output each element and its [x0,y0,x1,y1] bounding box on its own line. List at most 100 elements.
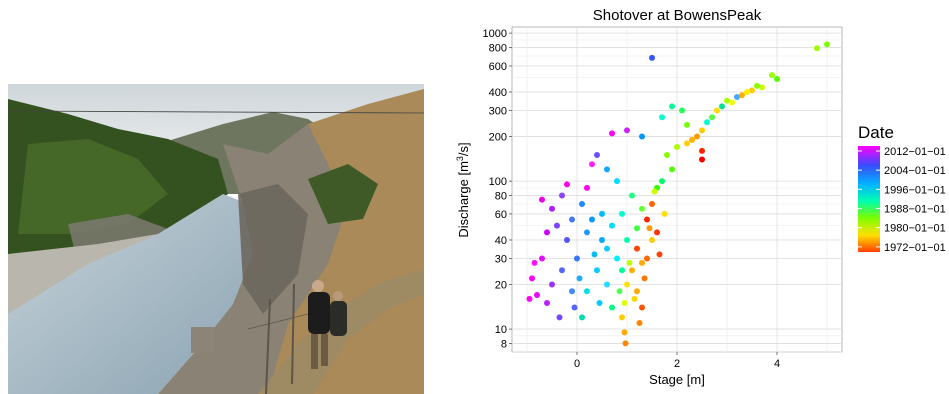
data-point [729,99,735,106]
data-point [576,275,583,282]
data-point [609,130,615,137]
data-point [626,259,633,266]
y-tick-label: 30 [495,253,507,265]
data-point [554,222,560,229]
data-point [659,178,665,185]
data-point [584,184,590,191]
data-point [564,181,570,188]
data-point [639,304,645,311]
data-point [604,245,610,252]
photo-wire [8,110,424,114]
data-point [574,255,580,262]
photo-sign-box [191,327,215,353]
data-point [659,114,665,121]
chart-title: Shotover at BowensPeak [593,7,762,24]
data-point [641,275,648,282]
data-point [609,304,615,311]
data-point [556,314,563,321]
data-point [636,319,643,326]
photo-right-grass [268,89,424,394]
y-tick-label: 20 [495,280,507,292]
y-axis-ticks: 8 10 20 30 40 60 80 100 200 300 400 600 800 1000 [483,28,512,350]
y-tick-label: 200 [489,132,507,144]
data-point [599,236,605,243]
data-point [539,255,545,262]
data-point [651,188,658,195]
photo-cliff-shadow [238,184,308,314]
data-point [594,267,600,274]
data-point [699,147,705,154]
data-point [549,205,555,212]
legend-tick-label: 1988−01−01 [884,204,946,216]
data-point [614,178,620,185]
y-axis-label: Discharge [m3/s] [455,142,471,237]
data-point [774,75,780,82]
data-point [591,251,598,258]
y-tick-label: 60 [495,209,507,221]
data-point [739,92,745,99]
data-point [564,236,570,243]
photo-fence [247,283,309,394]
data-point [694,133,700,140]
data-point [724,97,730,104]
legend-tick-label: 1980−01−01 [884,223,946,235]
data-point [531,259,538,266]
data-point [689,136,695,143]
data-point [654,229,660,236]
river-gorge-photo [8,84,424,394]
data-point [616,288,623,295]
data-point [569,216,575,223]
y-tick-label: 1000 [483,28,507,40]
data-point [589,216,595,223]
data-point [526,295,533,302]
data-point [621,329,628,336]
x-tick-label: 2 [674,358,680,370]
x-tick-label: 4 [774,358,780,370]
y-tick-label: 80 [495,190,507,202]
legend-ticks: 2012−01−01 2004−01−01 1996−01−01 1988−01−01… [858,146,946,254]
data-point [709,114,715,121]
y-tick-label: 800 [489,42,507,54]
data-point [754,82,760,89]
data-point [629,192,635,199]
data-point [604,281,610,288]
data-point [619,314,625,321]
legend-tick-label: 1996−01−01 [884,184,946,196]
legend-title: Date [858,123,894,142]
data-point [639,133,645,140]
legend-tick-label: 2004−01−01 [884,165,946,177]
data-point [529,275,535,282]
data-point [579,314,585,321]
photo-gravel-bank [8,234,158,314]
x-axis-label: Stage [m] [649,372,705,387]
data-point [644,255,650,262]
y-tick-label: 600 [489,61,507,73]
data-point [669,166,675,173]
data-point [744,89,750,96]
data-point [639,259,645,266]
y-tick-label: 8 [501,338,507,350]
y-tick-label: 400 [489,87,507,99]
discharge-scatter-chart: Shotover at BowensPeak 81020304060801002… [455,7,946,387]
data-point [609,222,615,229]
data-point [549,281,555,288]
data-point [621,300,628,307]
data-point [639,205,645,212]
x-tick-label: 0 [574,358,580,370]
y-tick-label: 300 [489,105,507,117]
data-point [769,72,775,79]
data-point [589,161,595,168]
data-point [634,225,640,232]
legend-colorbar [858,146,880,252]
data-point [629,267,635,274]
photo-right-shrubs [308,164,378,224]
data-point [544,300,550,307]
data-point [634,288,640,295]
data-point [649,201,655,208]
data-point [631,295,638,302]
data-point [559,192,565,199]
data-point [569,288,575,295]
data-point [634,245,640,252]
data-point [544,229,550,236]
data-point [559,267,565,274]
